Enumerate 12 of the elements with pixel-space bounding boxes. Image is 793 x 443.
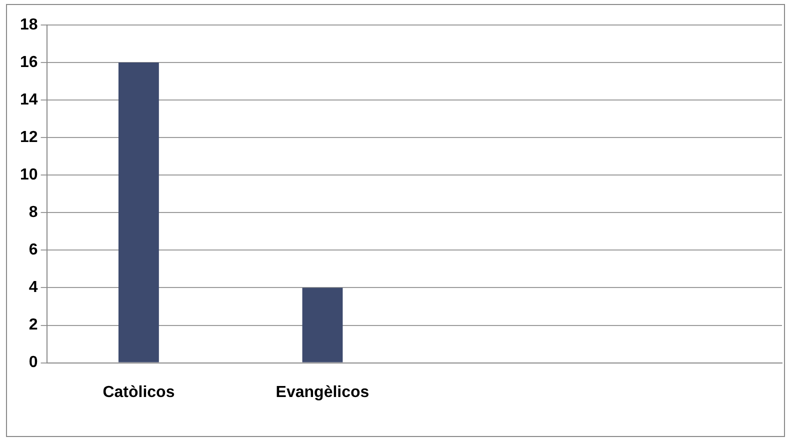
- y-tick-label: 2: [28, 316, 38, 334]
- y-tick-label: 14: [20, 91, 38, 108]
- x-tick-label: Catòlicos: [102, 384, 175, 401]
- y-tick-label: 0: [28, 354, 38, 372]
- y-tick-label: 12: [20, 129, 38, 146]
- y-tick-label: 10: [20, 166, 38, 184]
- y-tick-label: 18: [20, 16, 38, 34]
- y-tick-label: 6: [28, 242, 38, 259]
- y-tick-label: 4: [28, 279, 38, 296]
- x-tick-label: Evangèlicos: [276, 384, 370, 401]
- y-tick-label: 8: [28, 204, 38, 222]
- y-tick-label: 16: [20, 54, 38, 71]
